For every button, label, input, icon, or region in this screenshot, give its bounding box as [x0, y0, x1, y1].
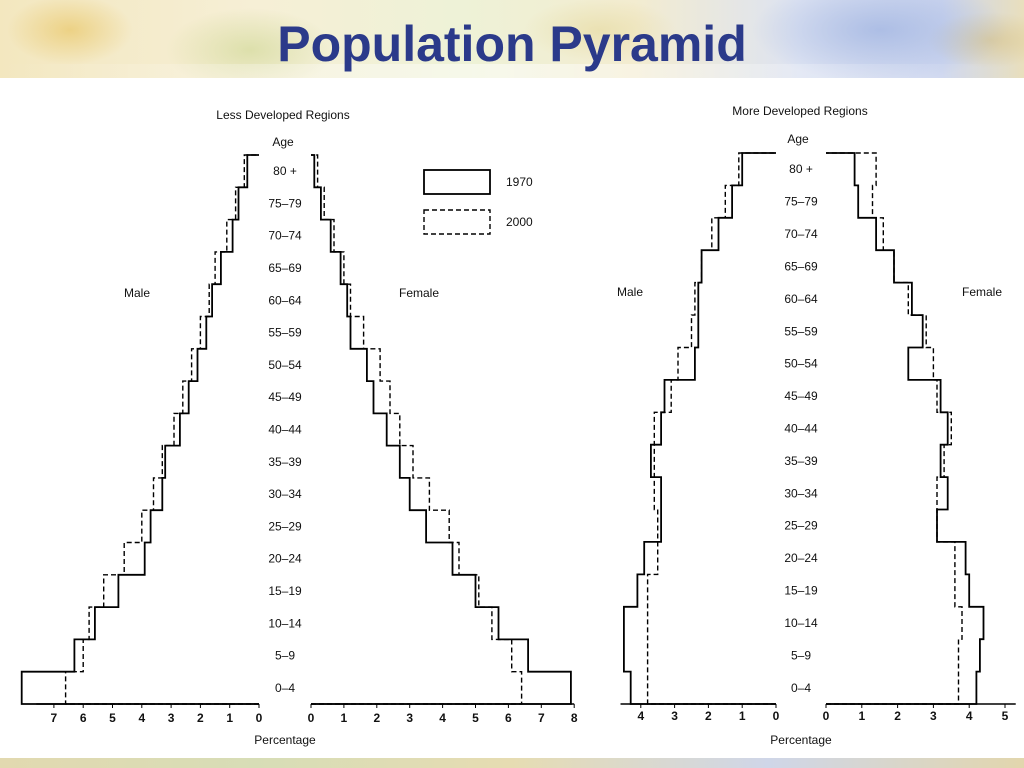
age-group-label: 15–19	[784, 584, 818, 598]
x-tick-label-male: 7	[51, 711, 58, 725]
age-group-label: 25–29	[268, 519, 302, 533]
x-tick-label-female: 3	[406, 711, 413, 725]
x-axis-label: Percentage	[254, 733, 316, 747]
series-1970-male-step-line	[20, 154, 259, 705]
x-tick-label-male: 2	[705, 709, 712, 723]
age-group-label: 50–54	[784, 357, 818, 371]
legend-swatch-2000	[423, 209, 491, 235]
age-group-label: 20–24	[268, 552, 302, 566]
x-tick-label-male: 4	[138, 711, 145, 725]
series-1970-female-step-line	[311, 154, 572, 705]
age-group-label: 25–29	[784, 519, 818, 533]
age-group-label: 45–49	[268, 390, 302, 404]
x-tick-label-female: 8	[571, 711, 578, 725]
age-group-label: 70–74	[784, 227, 818, 241]
age-group-label: 65–69	[268, 261, 302, 275]
age-group-label: 55–59	[268, 326, 302, 340]
age-header: Age	[272, 135, 294, 149]
banner-strip	[0, 64, 1024, 78]
x-tick-label-female: 6	[505, 711, 512, 725]
x-tick-label-male: 2	[197, 711, 204, 725]
age-group-label: 15–19	[268, 584, 302, 598]
age-group-label: 0–4	[275, 681, 295, 695]
x-tick-label-male: 4	[637, 709, 644, 723]
x-tick-label-female: 2	[373, 711, 380, 725]
x-tick-label-female: 4	[966, 709, 973, 723]
series-1970-female-step-line	[826, 152, 985, 705]
female-label: Female	[399, 286, 439, 300]
legend-swatch-1970	[423, 169, 491, 195]
age-group-label: 65–69	[784, 259, 818, 273]
x-tick-label-male: 3	[671, 709, 678, 723]
x-tick-label-female: 2	[894, 709, 901, 723]
x-tick-label-male: 6	[80, 711, 87, 725]
age-group-label: 30–34	[268, 487, 302, 501]
x-tick-label-female: 5	[1002, 709, 1009, 723]
age-group-label: 35–39	[268, 455, 302, 469]
chart-title: Less Developed Regions	[216, 108, 349, 122]
age-group-label: 60–64	[268, 293, 302, 307]
age-group-label: 75–79	[268, 196, 302, 210]
age-group-label: 5–9	[791, 648, 811, 662]
age-header: Age	[787, 132, 809, 146]
legend-label: 2000	[506, 215, 533, 229]
age-group-label: 20–24	[784, 551, 818, 565]
x-tick-label-male: 1	[739, 709, 746, 723]
series-2000-female-step-line	[826, 152, 963, 705]
age-group-label: 60–64	[784, 292, 818, 306]
age-group-label: 70–74	[268, 229, 302, 243]
x-tick-label-female: 1	[858, 709, 865, 723]
x-tick-label-male: 1	[226, 711, 233, 725]
age-group-label: 40–44	[784, 422, 818, 436]
age-group-label: 10–14	[784, 616, 818, 630]
footer-strip	[0, 758, 1024, 768]
x-tick-label-male: 0	[773, 709, 780, 723]
x-tick-label-female: 0	[308, 711, 315, 725]
slide-title: Population Pyramid	[277, 16, 747, 72]
x-tick-label-male: 5	[109, 711, 116, 725]
age-group-label: 10–14	[268, 616, 302, 630]
series-2000-male-step-line	[64, 154, 259, 705]
age-group-label: 80 +	[273, 164, 297, 178]
x-tick-label-female: 3	[930, 709, 937, 723]
x-tick-label-female: 5	[472, 711, 479, 725]
age-group-label: 75–79	[784, 195, 818, 209]
x-axis-label: Percentage	[770, 733, 832, 747]
x-tick-label-male: 3	[168, 711, 175, 725]
male-label: Male	[617, 285, 643, 299]
age-group-label: 35–39	[784, 454, 818, 468]
age-group-label: 80 +	[789, 162, 813, 176]
x-tick-label-female: 0	[823, 709, 830, 723]
female-label: Female	[962, 285, 1002, 299]
series-2000-female-step-line	[311, 154, 523, 705]
male-label: Male	[124, 286, 150, 300]
chart-title: More Developed Regions	[732, 104, 867, 118]
series-1970-male-step-line	[623, 152, 776, 705]
x-tick-label-female: 1	[341, 711, 348, 725]
age-group-label: 55–59	[784, 324, 818, 338]
age-group-label: 50–54	[268, 358, 302, 372]
x-tick-label-female: 7	[538, 711, 545, 725]
x-tick-label-male: 0	[256, 711, 263, 725]
series-2000-male-step-line	[646, 152, 776, 705]
age-group-label: 45–49	[784, 389, 818, 403]
age-group-label: 5–9	[275, 649, 295, 663]
x-tick-label-female: 4	[439, 711, 446, 725]
age-group-label: 0–4	[791, 681, 811, 695]
age-group-label: 30–34	[784, 486, 818, 500]
legend-label: 1970	[506, 175, 533, 189]
age-group-label: 40–44	[268, 423, 302, 437]
